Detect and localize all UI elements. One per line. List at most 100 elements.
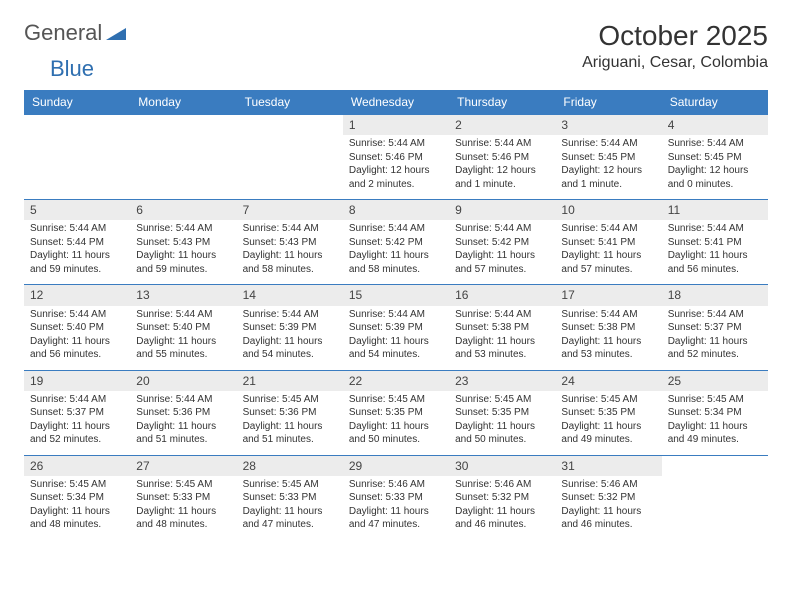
day-number: 4 [662,115,768,135]
calendar-cell: 4Sunrise: 5:44 AMSunset: 5:45 PMDaylight… [662,115,768,200]
day-sunrise: Sunrise: 5:44 AM [668,308,762,322]
day-details: Sunrise: 5:44 AMSunset: 5:41 PMDaylight:… [555,220,661,284]
location: Ariguani, Cesar, Colombia [582,54,768,72]
calendar-cell: 12Sunrise: 5:44 AMSunset: 5:40 PMDayligh… [24,285,130,370]
day-number: 22 [343,371,449,391]
day-sunrise: Sunrise: 5:45 AM [243,393,337,407]
calendar-week: 5Sunrise: 5:44 AMSunset: 5:44 PMDaylight… [24,200,768,285]
calendar-cell: 27Sunrise: 5:45 AMSunset: 5:33 PMDayligh… [130,455,236,540]
day-number: 19 [24,371,130,391]
calendar-cell [237,115,343,200]
day-header: Thursday [449,90,555,115]
day-daylight: Daylight: 11 hours and 47 minutes. [243,505,337,532]
day-sunset: Sunset: 5:39 PM [243,321,337,335]
day-sunrise: Sunrise: 5:44 AM [668,137,762,151]
day-daylight: Daylight: 11 hours and 54 minutes. [243,335,337,362]
day-sunset: Sunset: 5:33 PM [349,491,443,505]
day-number: 6 [130,200,236,220]
day-sunrise: Sunrise: 5:46 AM [561,478,655,492]
day-header: Tuesday [237,90,343,115]
day-sunrise: Sunrise: 5:45 AM [136,478,230,492]
day-details: Sunrise: 5:44 AMSunset: 5:46 PMDaylight:… [343,135,449,199]
day-daylight: Daylight: 11 hours and 55 minutes. [136,335,230,362]
day-sunset: Sunset: 5:36 PM [136,406,230,420]
calendar-table: Sunday Monday Tuesday Wednesday Thursday… [24,90,768,540]
day-sunrise: Sunrise: 5:45 AM [668,393,762,407]
day-number: 27 [130,456,236,476]
day-daylight: Daylight: 11 hours and 53 minutes. [561,335,655,362]
day-details: Sunrise: 5:44 AMSunset: 5:43 PMDaylight:… [237,220,343,284]
calendar-cell: 20Sunrise: 5:44 AMSunset: 5:36 PMDayligh… [130,370,236,455]
day-daylight: Daylight: 12 hours and 0 minutes. [668,164,762,191]
day-details: Sunrise: 5:45 AMSunset: 5:33 PMDaylight:… [130,476,236,540]
day-header: Friday [555,90,661,115]
day-sunrise: Sunrise: 5:44 AM [455,308,549,322]
day-details: Sunrise: 5:44 AMSunset: 5:42 PMDaylight:… [343,220,449,284]
day-sunrise: Sunrise: 5:44 AM [561,222,655,236]
calendar-cell: 28Sunrise: 5:45 AMSunset: 5:33 PMDayligh… [237,455,343,540]
day-sunrise: Sunrise: 5:44 AM [243,308,337,322]
day-details: Sunrise: 5:44 AMSunset: 5:37 PMDaylight:… [24,391,130,455]
day-details: Sunrise: 5:45 AMSunset: 5:35 PMDaylight:… [449,391,555,455]
calendar-cell: 5Sunrise: 5:44 AMSunset: 5:44 PMDaylight… [24,200,130,285]
day-daylight: Daylight: 11 hours and 58 minutes. [349,249,443,276]
day-details: Sunrise: 5:44 AMSunset: 5:38 PMDaylight:… [449,306,555,370]
day-sunset: Sunset: 5:32 PM [455,491,549,505]
day-sunset: Sunset: 5:36 PM [243,406,337,420]
day-daylight: Daylight: 11 hours and 51 minutes. [136,420,230,447]
day-sunset: Sunset: 5:42 PM [455,236,549,250]
day-sunrise: Sunrise: 5:44 AM [243,222,337,236]
day-daylight: Daylight: 11 hours and 59 minutes. [30,249,124,276]
day-number: 12 [24,285,130,305]
day-number: 24 [555,371,661,391]
day-daylight: Daylight: 11 hours and 46 minutes. [561,505,655,532]
day-details: Sunrise: 5:45 AMSunset: 5:35 PMDaylight:… [343,391,449,455]
day-number: 18 [662,285,768,305]
calendar-cell: 23Sunrise: 5:45 AMSunset: 5:35 PMDayligh… [449,370,555,455]
day-number: 11 [662,200,768,220]
day-number: 2 [449,115,555,135]
day-daylight: Daylight: 11 hours and 49 minutes. [561,420,655,447]
calendar-cell [130,115,236,200]
day-details: Sunrise: 5:44 AMSunset: 5:43 PMDaylight:… [130,220,236,284]
calendar-cell: 17Sunrise: 5:44 AMSunset: 5:38 PMDayligh… [555,285,661,370]
day-sunset: Sunset: 5:44 PM [30,236,124,250]
day-daylight: Daylight: 11 hours and 59 minutes. [136,249,230,276]
logo-text-2: Blue [50,56,94,81]
day-details: Sunrise: 5:45 AMSunset: 5:35 PMDaylight:… [555,391,661,455]
day-details: Sunrise: 5:46 AMSunset: 5:33 PMDaylight:… [343,476,449,540]
day-number: 28 [237,456,343,476]
day-details: Sunrise: 5:44 AMSunset: 5:38 PMDaylight:… [555,306,661,370]
day-daylight: Daylight: 11 hours and 52 minutes. [668,335,762,362]
day-details: Sunrise: 5:44 AMSunset: 5:42 PMDaylight:… [449,220,555,284]
calendar-cell: 15Sunrise: 5:44 AMSunset: 5:39 PMDayligh… [343,285,449,370]
day-details: Sunrise: 5:45 AMSunset: 5:34 PMDaylight:… [662,391,768,455]
day-header: Wednesday [343,90,449,115]
calendar-cell: 1Sunrise: 5:44 AMSunset: 5:46 PMDaylight… [343,115,449,200]
day-details: Sunrise: 5:44 AMSunset: 5:46 PMDaylight:… [449,135,555,199]
day-daylight: Daylight: 12 hours and 1 minute. [455,164,549,191]
day-sunrise: Sunrise: 5:44 AM [30,393,124,407]
day-details: Sunrise: 5:44 AMSunset: 5:45 PMDaylight:… [662,135,768,199]
day-sunrise: Sunrise: 5:44 AM [30,222,124,236]
day-sunset: Sunset: 5:35 PM [455,406,549,420]
day-sunset: Sunset: 5:46 PM [455,151,549,165]
calendar-cell: 30Sunrise: 5:46 AMSunset: 5:32 PMDayligh… [449,455,555,540]
day-details: Sunrise: 5:44 AMSunset: 5:39 PMDaylight:… [343,306,449,370]
day-sunrise: Sunrise: 5:44 AM [561,137,655,151]
day-sunset: Sunset: 5:33 PM [243,491,337,505]
day-daylight: Daylight: 11 hours and 47 minutes. [349,505,443,532]
calendar-cell: 26Sunrise: 5:45 AMSunset: 5:34 PMDayligh… [24,455,130,540]
calendar-cell [662,455,768,540]
calendar-week: 12Sunrise: 5:44 AMSunset: 5:40 PMDayligh… [24,285,768,370]
calendar-cell: 2Sunrise: 5:44 AMSunset: 5:46 PMDaylight… [449,115,555,200]
day-sunset: Sunset: 5:34 PM [30,491,124,505]
day-sunrise: Sunrise: 5:44 AM [30,308,124,322]
calendar-week: 1Sunrise: 5:44 AMSunset: 5:46 PMDaylight… [24,115,768,200]
day-sunrise: Sunrise: 5:44 AM [668,222,762,236]
day-sunrise: Sunrise: 5:46 AM [455,478,549,492]
calendar-body: 1Sunrise: 5:44 AMSunset: 5:46 PMDaylight… [24,115,768,540]
day-number: 3 [555,115,661,135]
calendar-cell: 14Sunrise: 5:44 AMSunset: 5:39 PMDayligh… [237,285,343,370]
day-sunrise: Sunrise: 5:44 AM [136,222,230,236]
